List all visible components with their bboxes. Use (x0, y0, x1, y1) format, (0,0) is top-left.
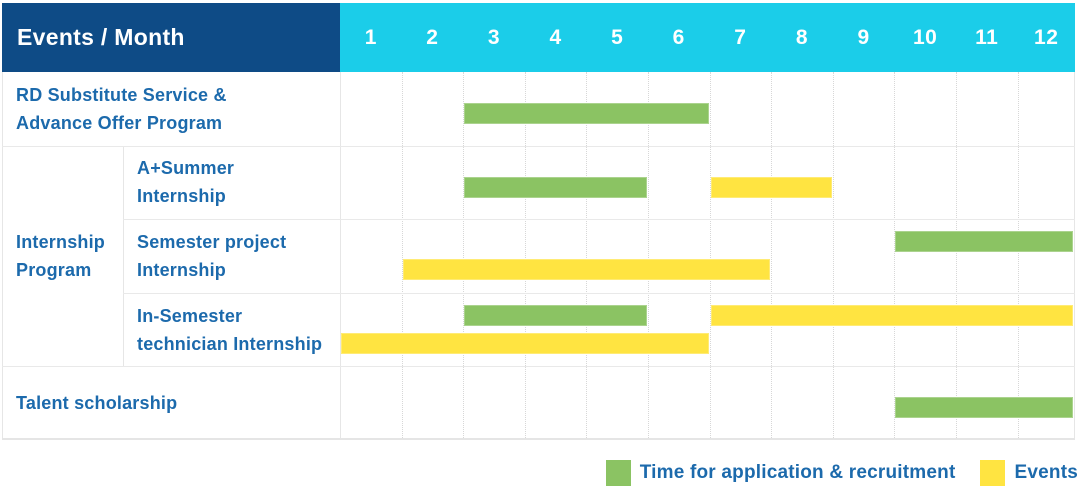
table-bottom-border (2, 438, 1075, 440)
table-right-border (1074, 72, 1075, 440)
gantt-bar-event (710, 176, 832, 198)
month-gridline (832, 72, 834, 440)
row-label: Semester project Internship (137, 231, 287, 280)
row-label: A+Summer Internship (137, 158, 235, 207)
row-label: Talent scholarship (16, 393, 178, 414)
month-header-cell: 10 (912, 25, 938, 49)
gantt-bar-event (710, 304, 1073, 326)
month-header-cell: 2 (426, 25, 439, 49)
legend: Time for application & recruitment Event… (605, 457, 1078, 489)
month-header-row: 1 2 3 4 5 6 7 8 9 10 11 12 (340, 3, 1075, 72)
gantt-grid: Internship Program RD Substitute Service &… (2, 72, 1075, 440)
group-column-divider (123, 145, 124, 367)
month-header-cell: 7 (734, 25, 747, 49)
legend-label-application: Time for application & recruitment (639, 462, 956, 483)
legend-swatch-events-icon (980, 460, 1006, 486)
month-gridline (771, 72, 773, 440)
label-grid-divider (340, 72, 341, 440)
row-divider (2, 145, 1075, 147)
group-label: Internship Program (16, 231, 106, 280)
legend-label-events: Events (1014, 462, 1078, 483)
month-header-cell: 12 (1034, 25, 1059, 49)
month-gridline (956, 72, 957, 440)
month-gridline (648, 72, 649, 440)
month-header-cell: 6 (672, 25, 685, 49)
legend-item-events: Events (980, 460, 1078, 486)
month-header-cell: 11 (975, 25, 999, 49)
month-header-cell: 8 (795, 25, 809, 49)
row-divider (123, 292, 1075, 294)
month-header-cell: 5 (611, 25, 624, 49)
table-corner-title: Events / Month (2, 3, 340, 72)
month-gridline (894, 72, 896, 440)
gantt-bar-event (402, 259, 771, 281)
month-gridline (1017, 72, 1019, 440)
month-gridline (524, 72, 526, 440)
month-gridline (586, 72, 588, 440)
row-label: RD Substitute Service & Advance Offer Pro… (16, 84, 227, 133)
gantt-bar-application (464, 176, 647, 198)
legend-swatch-application-icon (605, 460, 631, 486)
gantt-bar-application (895, 231, 1073, 253)
row-divider (2, 366, 1075, 368)
row-divider (123, 219, 1075, 221)
gantt-bar-application (464, 103, 709, 124)
legend-item-application: Time for application & recruitment (605, 460, 956, 486)
month-header-cell: 1 (364, 25, 377, 49)
gantt-bar-application (464, 304, 647, 326)
month-header-cell: 9 (857, 25, 870, 49)
month-header-cell: 3 (487, 25, 501, 49)
gantt-bar-event (341, 332, 709, 354)
month-gridline (709, 72, 711, 440)
month-header-cell: 4 (549, 25, 562, 49)
table-left-border (2, 72, 3, 440)
month-gridline (401, 72, 403, 440)
gantt-bar-application (895, 397, 1073, 419)
row-label: In-Semester technician Internship (137, 305, 323, 354)
month-gridline (463, 72, 465, 440)
